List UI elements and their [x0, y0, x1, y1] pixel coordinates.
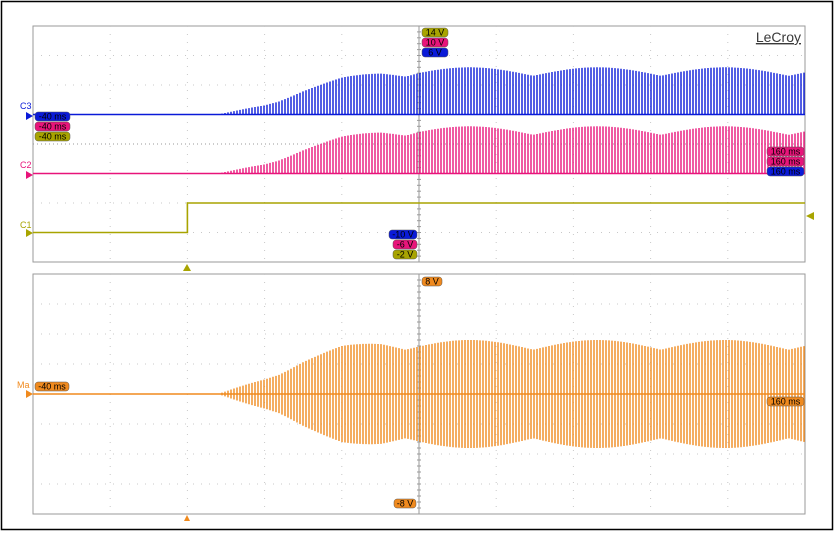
left-time-c1: -40 ms	[39, 132, 67, 142]
left-time-c2: -40 ms	[39, 122, 67, 132]
right-time-3: 160 ms	[771, 167, 801, 177]
right-time-labels-upper: 160 ms 160 ms 160 ms	[766, 146, 805, 177]
left-time-badge-c3	[34, 111, 71, 122]
lower-right-time: 160 ms	[771, 397, 801, 407]
bottom-scale-upper: -10 V -6 V -2 V	[388, 229, 418, 260]
channel-label-c1: C1	[20, 220, 32, 230]
left-time-labels-upper: -40 ms -40 ms -40 ms	[34, 111, 71, 142]
left-time-c3: -40 ms	[39, 112, 67, 122]
right-time-badge-3	[766, 166, 805, 177]
top-scale-c3: 6 V	[428, 48, 442, 58]
right-time-1: 160 ms	[771, 147, 801, 157]
top-scale-upper: 14 V 10 V 6 V	[421, 27, 449, 58]
left-time-badge-c2	[34, 121, 71, 132]
right-time-2: 160 ms	[771, 157, 801, 167]
top-scale-badge-c3	[421, 47, 449, 58]
c1-ground-marker	[26, 229, 33, 237]
top-scale-c2: 10 V	[426, 38, 445, 48]
upper-panel	[32, 25, 806, 263]
trace-ma	[221, 340, 805, 448]
lower-panel	[32, 273, 806, 515]
trigger-time-marker-lower	[184, 515, 190, 521]
channel-label-ma: Ma	[17, 380, 30, 390]
top-scale-badge-c1	[421, 27, 449, 38]
lower-left-time: -40 ms	[38, 382, 66, 392]
bottom-scale-badge-c2	[392, 239, 418, 250]
lower-bottom-scale-badge	[393, 498, 417, 509]
top-scale-c1: 14 V	[426, 28, 445, 38]
trace-c1	[33, 202, 805, 234]
trace-c3	[221, 67, 805, 115]
trace-c2	[221, 126, 805, 174]
lower-top-scale: 8 V	[425, 277, 439, 287]
lower-right-time-badge	[766, 396, 805, 407]
trigger-level-marker	[806, 212, 814, 220]
channel-label-c3: C3	[20, 101, 32, 111]
brand-logo: LeCroy	[756, 29, 801, 45]
bottom-scale-c2: -6 V	[397, 240, 414, 250]
bottom-scale-c1: -2 V	[397, 250, 414, 260]
upper-traces	[33, 67, 805, 234]
lower-top-scale-badge	[421, 276, 443, 287]
lower-bottom-scale: -8 V	[397, 499, 414, 509]
lower-left-time-badge	[34, 381, 70, 392]
ma-ground-marker	[26, 390, 33, 398]
lower-traces	[33, 340, 805, 448]
c3-ground-marker	[26, 112, 33, 120]
c2-ground-marker	[26, 171, 33, 179]
right-time-badge-2	[766, 156, 805, 167]
trigger-time-marker-upper	[183, 264, 191, 271]
bottom-scale-badge-c3	[388, 229, 418, 240]
top-scale-badge-c2	[421, 37, 449, 48]
bottom-scale-c3: -10 V	[392, 230, 414, 240]
bottom-scale-badge-c1	[392, 249, 418, 260]
right-time-badge-1	[766, 146, 805, 157]
left-time-badge-c1	[34, 131, 71, 142]
channel-label-c2: C2	[20, 160, 32, 170]
